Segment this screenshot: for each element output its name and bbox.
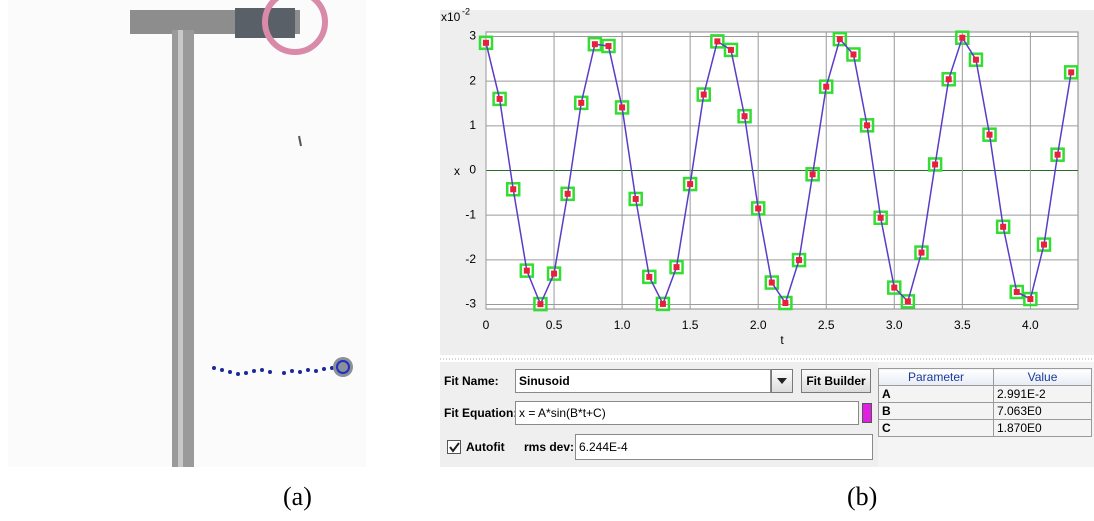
marker	[973, 57, 979, 63]
marker	[918, 250, 924, 256]
marker	[714, 38, 720, 44]
param-table: ParameterValue A2.991E-2B7.063E0C1.870E0	[878, 368, 1092, 437]
marker	[687, 181, 693, 187]
figure: x10 -2 x t -3-2-1012300.51.01.52.02.53.0…	[0, 0, 1094, 521]
fit-name-field[interactable]: Sinusoid	[515, 369, 771, 393]
y-tick-label: -3	[465, 297, 476, 311]
color-swatch[interactable]	[862, 403, 872, 423]
marker	[755, 205, 761, 211]
marker	[946, 76, 952, 82]
table-row: B7.063E0	[879, 403, 1092, 420]
fit-equation-field[interactable]: x = A*sin(B*t+C)	[515, 401, 859, 425]
y-multiplier-exponent: -2	[462, 6, 470, 16]
y-tick-label: 3	[469, 29, 476, 43]
marker	[1000, 224, 1006, 230]
y-tick-label: -1	[465, 207, 476, 221]
rms-field: 6.244E-4	[575, 434, 873, 460]
autofit-label: Autofit	[466, 440, 505, 454]
pole-highlight	[178, 30, 183, 467]
marker	[987, 132, 993, 138]
marker	[674, 264, 680, 270]
marker	[1068, 69, 1074, 75]
marker	[551, 271, 557, 277]
marker	[1055, 152, 1061, 158]
marker	[633, 196, 639, 202]
marker	[1014, 289, 1020, 295]
param-name: B	[879, 403, 994, 420]
marker	[959, 35, 965, 41]
x-tick-label: 3.5	[954, 318, 971, 332]
marker	[660, 301, 666, 307]
marker	[701, 92, 707, 98]
x-tick-label: 0.5	[546, 318, 563, 332]
marker	[497, 96, 503, 102]
x-tick-label: 2.5	[818, 318, 835, 332]
caption-a: (a)	[283, 482, 312, 512]
table-header: Value	[994, 369, 1092, 386]
param-value: 7.063E0	[994, 403, 1092, 420]
marker	[878, 215, 884, 221]
marker	[605, 43, 611, 49]
marker	[891, 285, 897, 291]
y-tick-label: 0	[469, 163, 476, 177]
param-value: 1.870E0	[994, 420, 1092, 437]
marker	[782, 300, 788, 306]
marker	[769, 280, 775, 286]
marker	[483, 40, 489, 46]
y-axis-label: x	[454, 164, 460, 178]
marker	[646, 274, 652, 280]
y-tick-label: -2	[465, 252, 476, 266]
marker	[728, 47, 734, 53]
marker	[823, 84, 829, 90]
caption-b: (b)	[847, 482, 877, 512]
checkmark	[448, 441, 460, 453]
marker	[850, 51, 856, 57]
autofit-checkbox[interactable]	[447, 440, 461, 454]
x-tick-label: 4.0	[1022, 318, 1039, 332]
marker	[742, 113, 748, 119]
marker	[619, 104, 625, 110]
x-tick-label: 1.0	[614, 318, 631, 332]
param-name: A	[879, 386, 994, 403]
marker	[864, 122, 870, 128]
param-name: C	[879, 420, 994, 437]
x-tick-label: 3.0	[886, 318, 903, 332]
marker	[1041, 242, 1047, 248]
marker	[905, 298, 911, 304]
rms-label: rms dev:	[524, 440, 574, 454]
param-value: 2.991E-2	[994, 386, 1092, 403]
marker	[1027, 296, 1033, 302]
marker	[510, 186, 516, 192]
marker	[524, 268, 530, 274]
x-tick-label: 0	[483, 318, 490, 332]
marker	[796, 257, 802, 263]
marker	[565, 191, 571, 197]
marker	[592, 41, 598, 47]
fit-dropdown[interactable]	[771, 369, 793, 393]
x-tick-label: 1.5	[682, 318, 699, 332]
marker	[578, 100, 584, 106]
dropdown-arrow	[777, 378, 787, 384]
x-tick-label: 2.0	[750, 318, 767, 332]
y-tick-label: 2	[469, 73, 476, 87]
fit-name-label: Fit Name:	[444, 374, 499, 388]
marker	[932, 161, 938, 167]
y-multiplier: x10	[441, 10, 461, 24]
table-header: Parameter	[879, 369, 994, 386]
marker	[537, 301, 543, 307]
marker	[837, 36, 843, 42]
fit-builder-button[interactable]: Fit Builder	[801, 369, 871, 393]
fit-equation-label: Fit Equation:	[444, 406, 517, 420]
y-tick-label: 1	[469, 118, 476, 132]
marker	[810, 171, 816, 177]
